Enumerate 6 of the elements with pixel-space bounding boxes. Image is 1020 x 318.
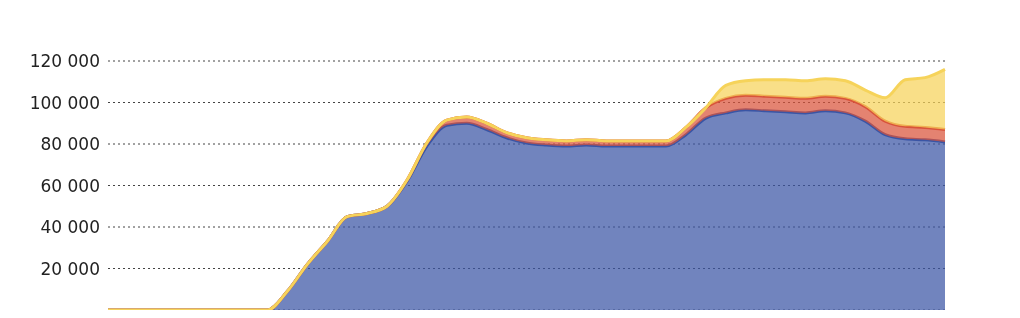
y-tick-label: 80 000 <box>40 134 100 155</box>
y-tick-label: 20 000 <box>40 258 100 279</box>
y-tick-label: 100 000 <box>29 92 100 113</box>
y-tick-label: 120 000 <box>29 51 100 72</box>
y-tick-label: 60 000 <box>40 175 100 196</box>
y-tick-label: 40 000 <box>40 217 100 238</box>
